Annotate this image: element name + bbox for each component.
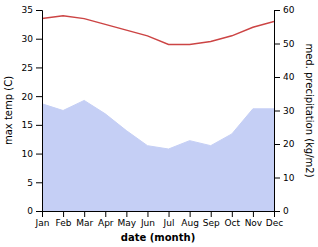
tick-label: 0 (27, 206, 33, 216)
y-axis: 0 5 10 15 20 25 30 35 (22, 5, 43, 216)
tick-label: Nov (245, 218, 263, 228)
tick: Dec (266, 211, 283, 228)
tick-label: 20 (283, 139, 295, 149)
tick-mark (169, 211, 170, 217)
tick-label: Apr (98, 218, 114, 228)
tick-mark (274, 211, 280, 212)
tick-mark (190, 211, 191, 217)
tick-mark (36, 39, 42, 40)
y-axis-title: max temp (C) (3, 76, 14, 145)
y2-axis: 0 10 20 30 40 50 60 (274, 5, 295, 216)
marks (42, 16, 274, 211)
tick-mark (274, 144, 280, 145)
tick-label: 20 (22, 92, 34, 102)
tick: 25 (22, 63, 42, 73)
tick-mark (36, 10, 42, 11)
tick: 35 (22, 5, 42, 15)
tick-mark (147, 211, 148, 217)
plot: JanFebMarAprMayJunJulAugSepOctNovDec0510… (3, 5, 315, 243)
tick-label: 50 (283, 39, 295, 49)
tick-label: 30 (283, 106, 295, 116)
tick: 60 (274, 5, 295, 15)
tick: 0 (27, 206, 42, 216)
tick: 40 (274, 72, 295, 82)
tick: 30 (274, 106, 295, 116)
tick: Jan (35, 211, 50, 228)
tick: Sep (203, 211, 220, 228)
y2-axis-title: med. precipitation (kg/m2) (304, 43, 315, 177)
axis-line (43, 212, 275, 218)
tick: 0 (274, 206, 289, 216)
tick-mark (274, 111, 280, 112)
tick-mark (126, 211, 127, 217)
tick: 30 (22, 34, 42, 44)
tick: Aug (181, 211, 199, 228)
tick: 20 (22, 92, 42, 102)
tick-label: Jan (35, 218, 50, 228)
tick-label: 5 (27, 178, 33, 188)
tick-mark (232, 211, 233, 217)
tick-mark (105, 211, 106, 217)
tick-label: 15 (22, 120, 33, 130)
tick: 10 (274, 173, 295, 183)
tick-label: 25 (22, 63, 33, 73)
tick-label: Sep (203, 218, 220, 228)
chart: JanFebMarAprMayJunJulAugSepOctNovDec0510… (0, 0, 318, 247)
tick-label: Feb (56, 218, 72, 228)
tick-mark (274, 44, 280, 45)
tick: 50 (274, 39, 295, 49)
tick: Oct (225, 211, 241, 228)
tick: May (118, 211, 137, 228)
tick-label: Oct (225, 218, 241, 228)
tick-label: 60 (283, 5, 295, 15)
tick-label: Jun (140, 218, 155, 228)
tick-label: Jul (163, 218, 175, 228)
tick-mark (36, 154, 42, 155)
line (42, 16, 274, 45)
axis-line (36, 11, 43, 212)
tick-label: Aug (181, 218, 199, 228)
area (42, 100, 274, 211)
tick-mark (36, 67, 42, 68)
tick: Jun (140, 211, 155, 228)
tick: Feb (56, 211, 72, 228)
tick-label: 10 (283, 173, 295, 183)
tick-label: 0 (283, 206, 289, 216)
tick-label: 40 (283, 72, 295, 82)
tick-mark (36, 211, 42, 212)
tick-label: Mar (76, 218, 93, 228)
tick-mark (84, 211, 85, 217)
tick-mark (36, 182, 42, 183)
tick: Jul (163, 211, 175, 228)
tick-mark (274, 178, 280, 179)
x-axis: Jan Feb Mar Apr MayJun Jul Aug Sep Oct NovDec (35, 211, 284, 228)
tick-label: 30 (22, 34, 34, 44)
tick-mark (36, 125, 42, 126)
tick: 10 (22, 149, 42, 159)
tick-label: Dec (266, 218, 283, 228)
tick: Mar (76, 211, 93, 228)
tick: Apr (98, 211, 114, 228)
tick: 15 (22, 120, 42, 130)
tick-mark (211, 211, 212, 217)
tick-mark (274, 77, 280, 78)
tick-mark (63, 211, 64, 217)
tick-mark (274, 10, 280, 11)
tick-label: 10 (22, 149, 34, 159)
x-axis-title: date (month) (121, 232, 195, 243)
tick-label: May (118, 218, 137, 228)
tick: 5 (27, 178, 42, 188)
tick-label: 35 (22, 5, 33, 15)
tick: Nov (245, 211, 263, 228)
tick-mark (36, 96, 42, 97)
axis-line (275, 11, 281, 212)
tick-mark (253, 211, 254, 217)
tick: 20 (274, 139, 295, 149)
